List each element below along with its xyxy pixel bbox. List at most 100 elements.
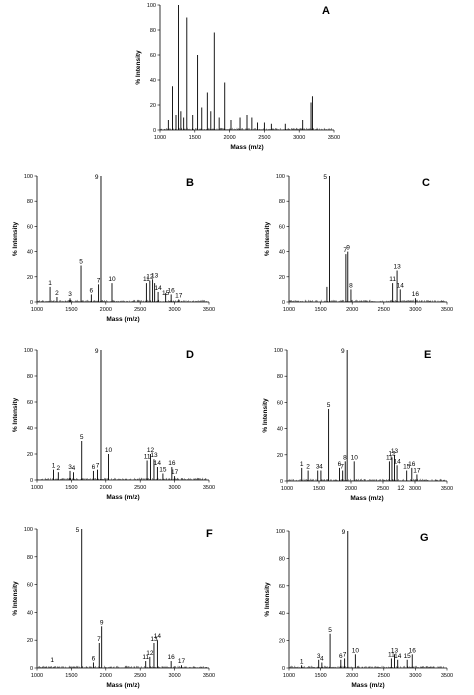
y-tick-label: 80	[150, 28, 156, 34]
peak-label: 11	[386, 454, 393, 461]
x-tick-label: 2500	[378, 307, 390, 313]
y-tick-label: 0	[30, 300, 33, 306]
peak-label: 6	[338, 461, 342, 468]
x-axis-title: Mass (m/z)	[106, 316, 139, 323]
y-tick-label: 100	[24, 527, 33, 533]
x-tick-label: 1500	[65, 673, 77, 679]
peak-label: 9	[342, 529, 346, 536]
peak-label: 14	[393, 458, 401, 465]
peak-label: 3	[68, 464, 72, 471]
peak-label: 14	[154, 285, 162, 292]
y-tick-label: 20	[279, 639, 285, 645]
y-tick-label: 60	[279, 224, 285, 230]
x-tick-label: 2500	[134, 307, 146, 313]
peak-label: 8	[343, 454, 347, 461]
baseline-noise	[289, 299, 445, 302]
peak-label: 4	[319, 464, 323, 471]
x-tick-label: 1500	[189, 135, 201, 141]
x-tick-label: 2000	[345, 486, 357, 492]
peak-label: 9	[95, 348, 99, 355]
peak-label: 10	[105, 447, 113, 454]
y-tick-label: 60	[27, 224, 33, 230]
peak-label: 9	[341, 348, 345, 355]
y-tick-label: 60	[279, 584, 285, 590]
panel-letter: C	[422, 177, 430, 189]
panel-letter: B	[186, 177, 194, 189]
spectrum-panel-c: 1000 1500 2000 2500 3000 3500 0 20 40 60 80 100 % In…	[264, 174, 453, 313]
x-tick-label: 2500	[378, 673, 390, 679]
y-tick-label: 100	[24, 348, 33, 354]
peak-label: 5	[327, 402, 331, 409]
peak-label: 15	[162, 290, 170, 297]
peak-label: 5	[79, 258, 83, 265]
y-tick-label: 80	[279, 199, 285, 205]
x-axis-title: Mass (m/z)	[230, 144, 263, 151]
peak-label: 15	[404, 653, 412, 660]
spectrum-panel-b: 1000 1500 2000 2500 3000 3500 0 20 40 60 80 100 Mass…	[12, 174, 215, 323]
panel-letter: D	[186, 349, 194, 361]
y-tick-label: 60	[277, 400, 283, 406]
y-tick-label: 80	[279, 556, 285, 562]
x-tick-label: 3000	[409, 486, 421, 492]
y-tick-label: 40	[279, 611, 285, 617]
peak-label: 5	[323, 174, 327, 181]
peak-label: 13	[393, 264, 401, 271]
y-tick-label: 0	[280, 479, 283, 485]
x-axis-title: Mass (m/z)	[351, 682, 384, 689]
y-tick-label: 40	[279, 250, 285, 256]
x-tick-label: 1500	[313, 486, 325, 492]
baseline-noise	[160, 127, 332, 130]
peak-label: 11	[144, 454, 151, 461]
x-tick-label: 2500	[258, 135, 270, 141]
x-tick-label: 1000	[281, 486, 293, 492]
x-tick-label: 2000	[100, 673, 112, 679]
peak-label: 12	[146, 650, 154, 657]
peak-label: 6	[339, 653, 343, 660]
peak-label: 11	[389, 276, 396, 283]
peak-label: 9	[95, 174, 99, 181]
x-tick-label: 1000	[31, 485, 43, 491]
peak-label: 10	[351, 454, 359, 461]
peak-label: 1	[50, 657, 54, 664]
peak-label: 11	[388, 651, 395, 658]
x-tick-label: 3500	[203, 673, 215, 679]
x-tick-label: 1500	[314, 307, 326, 313]
y-axis-title: % Intensity	[262, 398, 269, 433]
x-tick-label: 3500	[441, 307, 453, 313]
peak-label: 10	[108, 276, 116, 283]
y-axis-title: % Intensity	[135, 50, 142, 85]
peak-label: 3	[317, 653, 321, 660]
peak-label: 7	[343, 651, 347, 658]
y-tick-label: 80	[27, 199, 33, 205]
peak-label: 14	[397, 282, 405, 289]
x-tick-label: 3000	[168, 485, 180, 491]
peak-label: 17	[175, 292, 183, 299]
peak-label: 13	[391, 448, 399, 455]
y-tick-label: 20	[27, 638, 33, 644]
x-tick-label: 3000	[293, 135, 305, 141]
y-tick-label: 20	[150, 103, 156, 109]
peak-label: 12	[388, 450, 396, 457]
x-tick-label: 3500	[441, 673, 453, 679]
y-tick-label: 60	[150, 53, 156, 59]
x-tick-label: 1000	[31, 673, 43, 679]
y-tick-label: 40	[27, 426, 33, 432]
y-tick-label: 100	[24, 174, 33, 180]
x-tick-label: 3000	[168, 307, 180, 313]
peak-label: 5	[76, 527, 80, 534]
peak-label: 17	[171, 469, 179, 476]
peak-label: 16	[408, 461, 416, 468]
peak-label: 13	[150, 452, 158, 459]
y-tick-label: 0	[153, 128, 156, 134]
spectrum-panel-a: 1000 1500 2000 2500 3000 3500 0 20 40 60 80 100 Mass…	[135, 3, 340, 151]
peak-label: 2	[55, 290, 59, 297]
panel-letter: E	[424, 349, 431, 361]
y-axis-title: % Intensity	[12, 581, 19, 616]
peak-label: 12	[146, 274, 154, 281]
peak-label: 11	[143, 276, 150, 283]
peak-label: 1	[300, 461, 304, 468]
peak-label: 9	[346, 245, 350, 252]
peak-label: 7	[96, 463, 100, 470]
y-tick-label: 20	[27, 275, 33, 281]
